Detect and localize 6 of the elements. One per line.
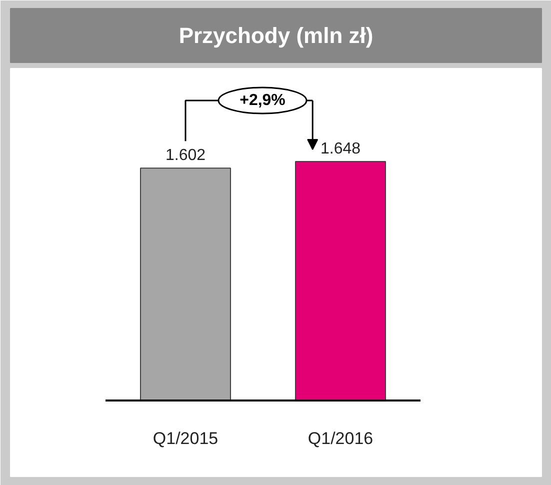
x-tick-label: Q1/2016 <box>308 429 374 448</box>
data-label: 1.648 <box>320 140 361 158</box>
data-label: 1.602 <box>165 147 206 164</box>
x-tick-label: Q1/2015 <box>152 429 218 448</box>
text: +2,9% <box>240 92 286 109</box>
chart-title: Przychody (mln zł) <box>178 23 374 48</box>
